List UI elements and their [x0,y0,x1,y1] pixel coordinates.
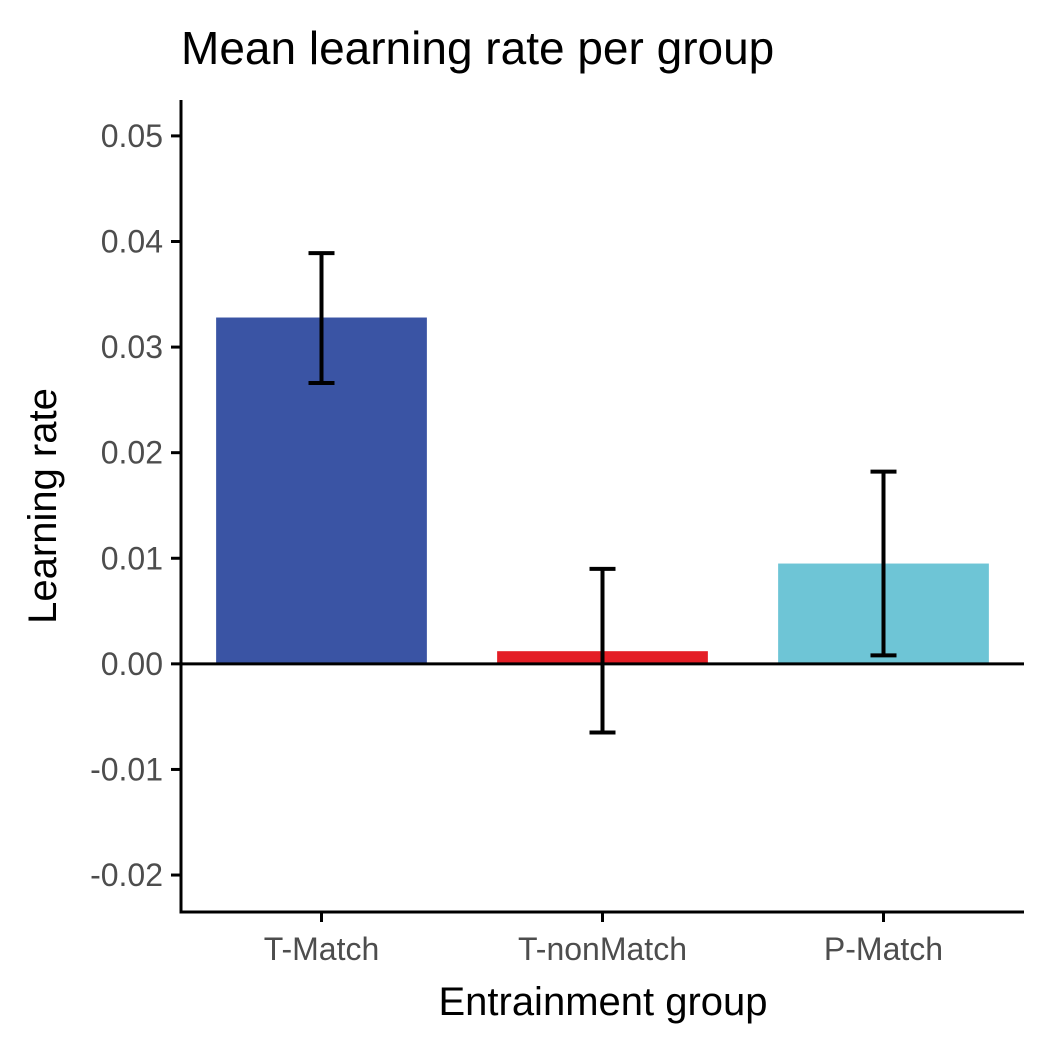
x-tick-label: T-nonMatch [518,931,687,967]
chart-title: Mean learning rate per group [181,22,774,74]
y-axis-label: Learning rate [21,388,65,624]
y-tick-label: -0.01 [90,751,163,787]
x-axis-label: Entrainment group [438,980,767,1024]
y-tick-label: 0.05 [101,118,163,154]
y-tick-label: 0.03 [101,329,163,365]
y-tick-label: 0.01 [101,540,163,576]
x-tick-label: T-Match [264,931,380,967]
x-tick-label: P-Match [824,931,943,967]
y-tick-label: 0.04 [101,223,163,259]
y-tick-label: 0.00 [101,646,163,682]
y-tick-label: -0.02 [90,857,163,893]
y-tick-label: 0.02 [101,435,163,471]
